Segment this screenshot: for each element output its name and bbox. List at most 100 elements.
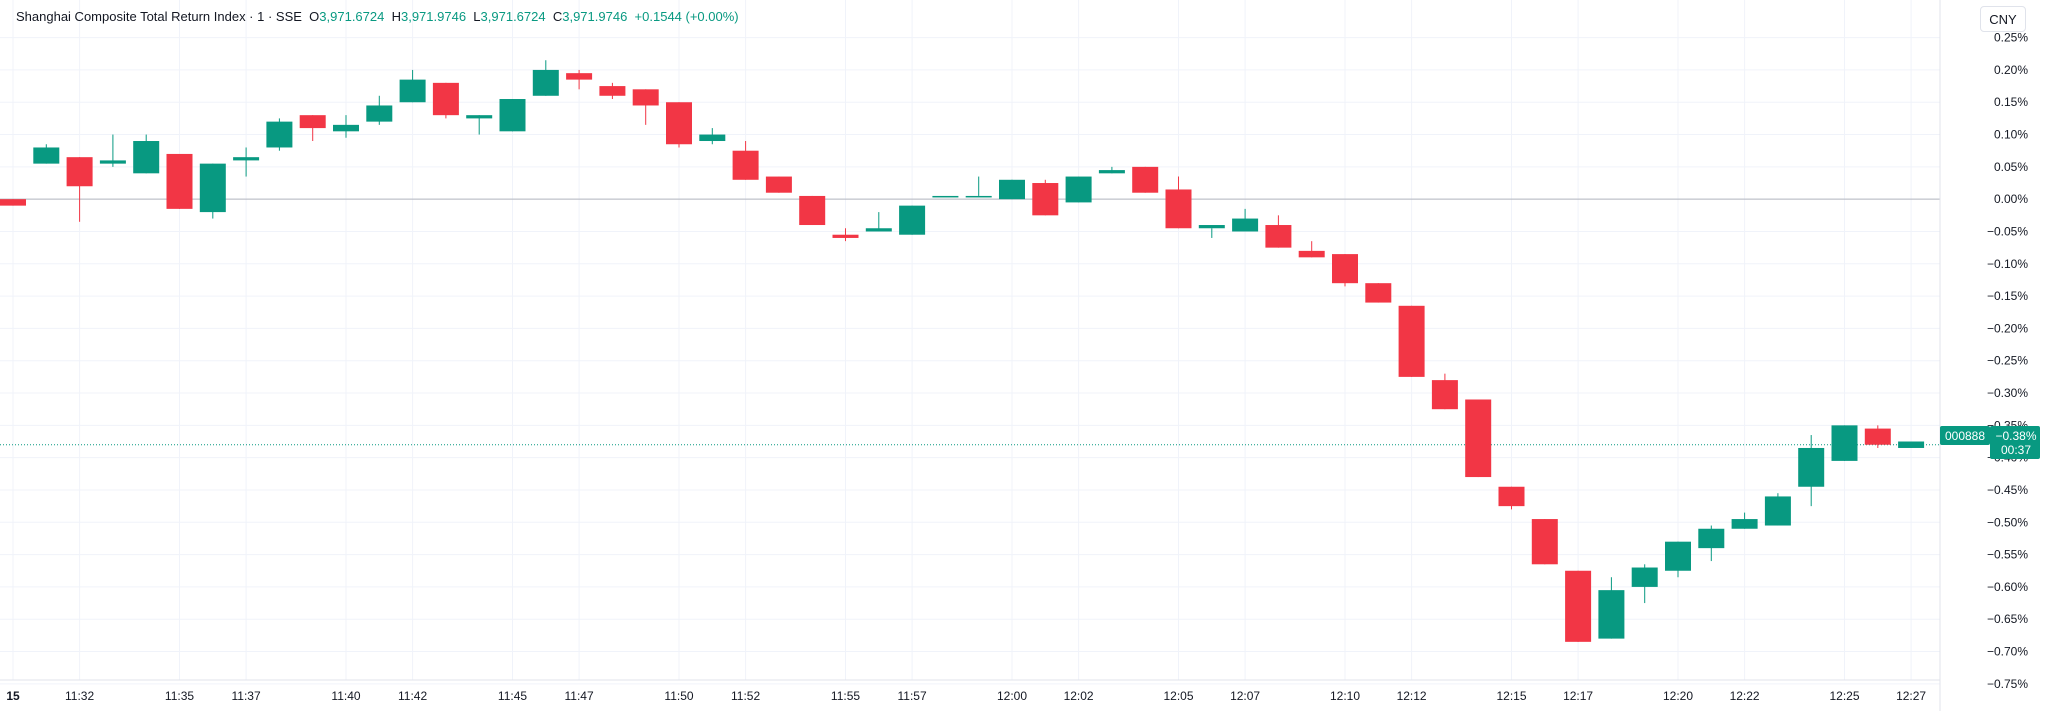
candle[interactable]	[1332, 254, 1358, 287]
candle[interactable]	[1165, 176, 1192, 229]
candle[interactable]	[999, 179, 1025, 200]
candle[interactable]	[66, 157, 93, 222]
candle[interactable]	[1398, 305, 1425, 377]
candle[interactable]	[1565, 570, 1592, 642]
candle-body	[1764, 496, 1791, 526]
candle-body	[765, 176, 792, 193]
time-tick-label: 12:17	[1563, 689, 1593, 703]
low-value: 3,971.6724	[480, 9, 546, 24]
price-tick-label: −0.70%	[1987, 645, 2028, 659]
candle[interactable]	[1798, 435, 1825, 507]
candle-body	[1665, 541, 1691, 571]
open-value: 3,971.6724	[319, 9, 385, 24]
candle[interactable]	[233, 147, 260, 177]
candle[interactable]	[1232, 208, 1259, 232]
candle-body	[33, 147, 60, 164]
candle[interactable]	[1265, 215, 1292, 248]
candle[interactable]	[732, 141, 759, 180]
candle[interactable]	[1465, 399, 1492, 478]
candle-body	[1631, 567, 1658, 587]
candle-body	[466, 115, 493, 119]
candle[interactable]	[1098, 166, 1125, 174]
candle[interactable]	[899, 205, 926, 235]
candle[interactable]	[532, 60, 559, 96]
price-tick-label: −0.55%	[1987, 548, 2028, 562]
candle[interactable]	[1731, 512, 1758, 529]
time-axis[interactable]: 15 11:32 11:35 11:37 11:40 11:42 11:45 11:47 11:…	[6, 689, 1926, 703]
price-tick-label: 0.20%	[1994, 63, 2028, 77]
price-axis[interactable]: 0.25% 0.20% 0.15% 0.10% 0.05% 0.00% −0.05% −0.1…	[1987, 31, 2028, 691]
price-label: −0.38%	[1995, 429, 2036, 443]
candle[interactable]	[932, 195, 959, 198]
candle[interactable]	[33, 144, 60, 164]
candle[interactable]	[1831, 425, 1858, 461]
candle[interactable]	[366, 95, 393, 125]
symbol-title: Shanghai Composite Total Return Index · …	[16, 9, 302, 24]
candle[interactable]	[599, 82, 626, 100]
candle[interactable]	[1665, 541, 1691, 578]
candle[interactable]	[1898, 441, 1925, 448]
candle-body	[1365, 283, 1392, 303]
candle-body	[1098, 170, 1125, 174]
candle[interactable]	[1198, 225, 1225, 238]
candle[interactable]	[1864, 425, 1891, 448]
candle-body	[832, 234, 859, 238]
candle-body	[1465, 399, 1492, 478]
candle[interactable]	[1032, 179, 1059, 216]
candle-body	[1132, 166, 1159, 193]
candle[interactable]	[1598, 577, 1625, 639]
candle[interactable]	[133, 134, 160, 174]
candle[interactable]	[1365, 283, 1392, 303]
candle[interactable]	[566, 69, 593, 90]
candle[interactable]	[666, 102, 692, 148]
candle[interactable]	[0, 199, 26, 206]
candle-body	[532, 69, 559, 96]
candle[interactable]	[199, 163, 226, 219]
candle[interactable]	[1531, 519, 1558, 565]
candle[interactable]	[1764, 493, 1791, 526]
countdown-label: 00:37	[2001, 443, 2031, 457]
currency-button[interactable]: CNY	[1980, 6, 2026, 32]
candle[interactable]	[466, 115, 493, 135]
candle[interactable]	[432, 82, 459, 119]
candle[interactable]	[499, 99, 526, 132]
close-key: C	[552, 9, 563, 24]
time-tick-label: 11:55	[831, 689, 860, 703]
candle-body	[566, 73, 593, 80]
candle-body	[1731, 519, 1758, 529]
candle[interactable]	[299, 115, 326, 142]
candle[interactable]	[1631, 564, 1658, 604]
candle[interactable]	[965, 176, 992, 198]
candle-body	[1332, 254, 1358, 284]
time-tick-label: 12:20	[1663, 689, 1693, 703]
candles-layer[interactable]	[0, 60, 1925, 642]
candle[interactable]	[333, 115, 359, 138]
candle-body	[66, 157, 93, 187]
candle[interactable]	[632, 89, 659, 125]
candle[interactable]	[399, 69, 426, 103]
price-tick-label: 0.00%	[1994, 192, 2028, 206]
candle[interactable]	[1298, 241, 1325, 258]
candle[interactable]	[166, 153, 193, 209]
symbol-label-bg	[1940, 426, 1990, 445]
candle[interactable]	[865, 212, 892, 232]
candle[interactable]	[266, 118, 293, 151]
time-tick-label: 12:00	[997, 689, 1027, 703]
candle[interactable]	[99, 134, 126, 167]
candle-body	[299, 115, 326, 129]
time-tick-label: 11:52	[731, 689, 760, 703]
candle[interactable]	[1698, 525, 1725, 562]
high-value: 3,971.9746	[400, 9, 467, 24]
candle[interactable]	[1498, 486, 1525, 510]
candle[interactable]	[765, 176, 792, 193]
candle[interactable]	[1431, 373, 1458, 410]
candle[interactable]	[699, 128, 726, 145]
symbol-legend[interactable]: Shanghai Composite Total Return Index · …	[16, 9, 739, 24]
candle[interactable]	[1132, 166, 1159, 193]
candle[interactable]	[799, 195, 826, 226]
price-tick-label: −0.25%	[1987, 354, 2028, 368]
candle[interactable]	[832, 228, 859, 242]
candle[interactable]	[1065, 176, 1092, 203]
time-tick-label: 12:05	[1163, 689, 1193, 703]
